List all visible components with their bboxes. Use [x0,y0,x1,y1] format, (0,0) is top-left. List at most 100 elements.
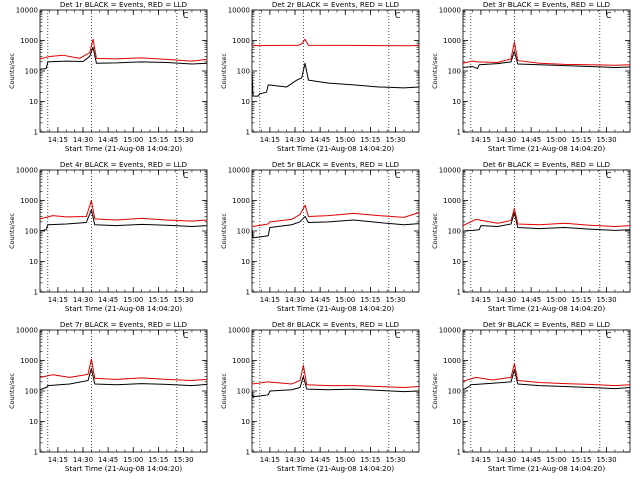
y-tick-label: 10000 [228,7,250,15]
y-tick-label: 10 [452,418,461,426]
x-tick-label: 14:15 [260,136,280,144]
y-tick-label: 10 [241,418,250,426]
x-tick-label: 15:15 [360,136,380,144]
x-axis-label: Start Time (21-Aug-08 14:04:20) [488,464,605,473]
lld-series-line [462,362,631,387]
y-tick-label: 10 [29,258,38,266]
x-tick-label: 15:15 [148,456,168,464]
x-tick-label: 14:30 [285,296,305,304]
x-tick-label: 14:15 [471,136,491,144]
lld-series-line [39,38,208,62]
y-tick-label: 10000 [439,7,461,15]
panel-title: Det 6r BLACK = Events, RED = LLD [483,160,611,169]
y-tick-label: 10 [29,418,38,426]
y-tick-label: 1000 [20,37,38,45]
y-tick-label: 100 [25,388,38,396]
panel-det-3r: Det 3r BLACK = Events, RED = LLD C 1 10 100 1… [431,0,631,153]
corner-label: C [183,11,189,20]
x-tick-label: 15:00 [335,136,355,144]
x-tick-label: 15:00 [123,296,143,304]
x-tick-label: 15:30 [596,456,616,464]
x-tick-label: 14:45 [98,296,118,304]
x-tick-label: 15:30 [385,296,405,304]
x-tick-label: 15:30 [173,296,193,304]
panel-det-9r: Det 9r BLACK = Events, RED = LLD C 1 10 100 1… [431,320,631,473]
y-tick-label: 10 [241,258,250,266]
x-tick-label: 14:45 [310,136,330,144]
y-tick-label: 10000 [16,167,38,175]
y-tick-label: 100 [237,388,250,396]
y-tick-label: 1 [246,289,250,297]
panel-det-2r: Det 2r BLACK = Events, RED = LLD C 1 10 100 1… [220,0,420,153]
events-series-line [462,212,631,232]
corner-label: C [606,11,612,20]
x-tick-label: 14:30 [285,456,305,464]
x-tick-label: 15:30 [173,456,193,464]
x-tick-label: 14:45 [310,296,330,304]
lld-series-line [251,204,420,228]
events-series-line [39,209,208,232]
plot-frame [251,9,420,133]
plot-frame [462,169,631,293]
x-tick-label: 15:30 [385,136,405,144]
events-series-line [251,375,420,398]
panel-det-5r: Det 5r BLACK = Events, RED = LLD C 1 10 100 1… [220,160,420,313]
x-tick-label: 15:00 [123,136,143,144]
lld-series-line [39,200,208,222]
y-axis-label: Counts/sec [220,213,228,249]
y-axis-label: Counts/sec [431,373,439,409]
lld-series-line [251,364,420,389]
x-tick-label: 14:45 [98,456,118,464]
y-tick-label: 1000 [232,197,250,205]
x-tick-label: 14:15 [48,296,68,304]
panel-title: Det 8r BLACK = Events, RED = LLD [272,320,400,329]
panel-det-4r: Det 4r BLACK = Events, RED = LLD C 1 10 100 1… [8,160,208,313]
x-tick-label: 15:00 [335,296,355,304]
y-tick-label: 1000 [443,357,461,365]
x-tick-label: 15:00 [546,296,566,304]
x-tick-label: 15:30 [596,296,616,304]
x-tick-label: 15:00 [546,136,566,144]
y-tick-label: 10 [452,258,461,266]
lld-series-line [39,358,208,382]
x-tick-label: 14:15 [260,296,280,304]
corner-label: C [606,171,612,180]
y-tick-label: 10000 [439,167,461,175]
x-tick-label: 14:30 [496,136,516,144]
y-tick-label: 1 [457,129,461,137]
y-tick-label: 1 [246,449,250,457]
y-tick-label: 10 [241,98,250,106]
y-tick-label: 1000 [232,37,250,45]
x-tick-label: 14:30 [285,136,305,144]
y-tick-label: 10000 [16,7,38,15]
panel-title: Det 5r BLACK = Events, RED = LLD [272,160,400,169]
x-axis-label: Start Time (21-Aug-08 14:04:20) [65,144,182,153]
x-tick-label: 15:00 [546,456,566,464]
y-tick-label: 1000 [232,357,250,365]
x-tick-label: 15:15 [360,456,380,464]
x-tick-label: 14:15 [471,456,491,464]
plot-frame [39,329,208,453]
x-tick-label: 15:00 [123,456,143,464]
plot-frame [462,329,631,453]
panel-title: Det 1r BLACK = Events, RED = LLD [60,0,188,9]
y-tick-label: 1000 [443,197,461,205]
y-tick-label: 100 [25,228,38,236]
panel-title: Det 7r BLACK = Events, RED = LLD [60,320,188,329]
corner-label: C [606,331,612,340]
y-tick-label: 10000 [228,327,250,335]
x-tick-label: 15:15 [571,456,591,464]
y-tick-label: 10 [29,98,38,106]
y-axis-label: Counts/sec [431,213,439,249]
events-series-line [251,215,420,239]
y-tick-label: 1 [34,289,38,297]
x-tick-label: 15:15 [360,296,380,304]
y-axis-label: Counts/sec [220,53,228,89]
plot-frame [251,169,420,293]
events-series-line [251,62,420,97]
y-tick-label: 1 [457,289,461,297]
y-tick-label: 1000 [443,37,461,45]
x-tick-label: 14:45 [521,456,541,464]
y-tick-label: 10000 [439,327,461,335]
